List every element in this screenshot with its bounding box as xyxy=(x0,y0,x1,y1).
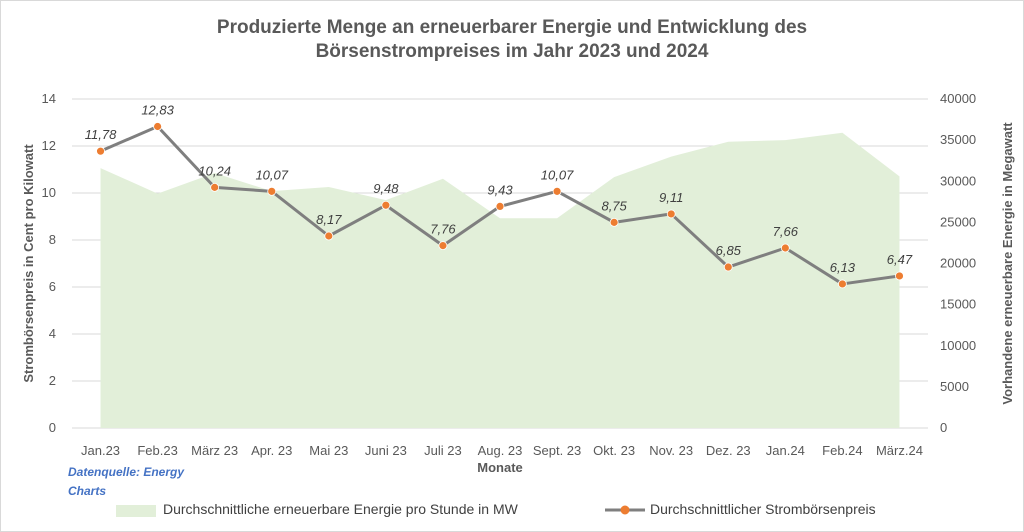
y2-tick-label: 5000 xyxy=(940,379,969,394)
data-label: 7,76 xyxy=(430,222,456,237)
chart-title-line2: Börsenstrompreises im Jahr 2023 und 2024 xyxy=(315,41,709,62)
data-label: 6,85 xyxy=(716,243,742,258)
x-axis-title: Monate xyxy=(477,460,523,475)
data-label: 8,17 xyxy=(316,212,342,227)
y2-tick-label: 10000 xyxy=(940,338,976,353)
x-tick-label: Feb.23 xyxy=(137,443,177,458)
x-tick-label: Aug. 23 xyxy=(478,443,523,458)
data-label: 6,47 xyxy=(887,252,913,267)
y-tick-label: 4 xyxy=(49,326,56,341)
x-tick-label: Juni 23 xyxy=(365,443,407,458)
data-point-marker xyxy=(666,209,676,219)
area-series-renewable-energy xyxy=(100,132,900,428)
data-label: 7,66 xyxy=(773,224,799,239)
y2-tick-label: 30000 xyxy=(940,173,976,188)
x-tick-label: Feb.24 xyxy=(822,443,862,458)
y-tick-label: 12 xyxy=(42,138,56,153)
x-tick-label: Nov. 23 xyxy=(649,443,693,458)
data-point-marker xyxy=(96,146,105,156)
y-tick-label: 10 xyxy=(42,185,56,200)
x-tick-label: März 23 xyxy=(191,443,238,458)
y-tick-label: 6 xyxy=(49,279,56,294)
data-point-marker xyxy=(267,186,277,196)
data-label: 12,83 xyxy=(141,102,174,117)
data-point-marker xyxy=(495,201,505,211)
x-tick-label: Mai 23 xyxy=(309,443,348,458)
y2-tick-label: 35000 xyxy=(940,132,976,147)
y2-tick-label: 20000 xyxy=(940,256,976,271)
data-point-marker xyxy=(381,200,391,210)
data-label: 9,43 xyxy=(487,182,513,197)
legend-line-swatch xyxy=(605,505,645,515)
data-point-marker xyxy=(438,241,448,251)
data-point-marker xyxy=(780,243,790,253)
y2-axis-title: Vorhandene erneuerbare Energie in Megawa… xyxy=(1000,122,1015,405)
data-source-note: Datenquelle: Energy Charts xyxy=(68,463,228,501)
x-tick-label: Jan.23 xyxy=(81,443,120,458)
data-label: 6,13 xyxy=(830,260,856,275)
y-tick-label: 0 xyxy=(49,420,56,435)
legend-line-label: Durchschnittlicher Strombörsenpreis xyxy=(650,501,876,517)
data-label: 9,11 xyxy=(659,190,683,205)
data-label: 10,07 xyxy=(255,167,288,182)
data-point-marker xyxy=(723,262,733,272)
data-point-marker xyxy=(609,217,619,227)
x-tick-label: März.24 xyxy=(876,443,923,458)
data-label: 10,07 xyxy=(541,167,574,182)
data-label: 10,24 xyxy=(198,163,231,178)
data-point-marker xyxy=(838,279,847,289)
data-point-marker xyxy=(210,182,220,192)
data-point-marker xyxy=(324,231,334,241)
x-tick-label: Sept. 23 xyxy=(533,443,581,458)
y-tick-label: 2 xyxy=(49,373,56,388)
legend-area-label: Durchschnittliche erneuerbare Energie pr… xyxy=(163,501,518,517)
data-label: 11,78 xyxy=(85,127,117,142)
chart-title-line1: Produzierte Menge an erneuerbarer Energi… xyxy=(216,17,808,38)
data-point-marker xyxy=(153,122,163,131)
y-tick-label: 14 xyxy=(42,91,56,106)
data-label: 9,48 xyxy=(373,181,399,196)
x-tick-label: Apr. 23 xyxy=(251,443,292,458)
data-source-line1: Datenquelle: Energy xyxy=(68,465,185,479)
legend-line-marker xyxy=(620,505,630,515)
y2-tick-label: 0 xyxy=(940,420,947,435)
y-axis-title: Strombörsenpreis in Cent pro Kilowatt xyxy=(21,144,36,383)
data-point-marker xyxy=(895,271,904,281)
x-tick-label: Juli 23 xyxy=(424,443,462,458)
x-tick-label: Dez. 23 xyxy=(706,443,751,458)
x-tick-label: Okt. 23 xyxy=(593,443,635,458)
y-tick-label: 8 xyxy=(49,232,56,247)
x-tick-label: Jan.24 xyxy=(766,443,805,458)
data-source-line2: Charts xyxy=(68,484,107,498)
legend-area-swatch xyxy=(116,505,156,517)
data-label: 8,75 xyxy=(601,198,627,213)
y2-tick-label: 15000 xyxy=(940,297,976,312)
y2-tick-label: 40000 xyxy=(940,91,976,106)
data-point-marker xyxy=(552,186,562,196)
y2-tick-label: 25000 xyxy=(940,214,976,229)
